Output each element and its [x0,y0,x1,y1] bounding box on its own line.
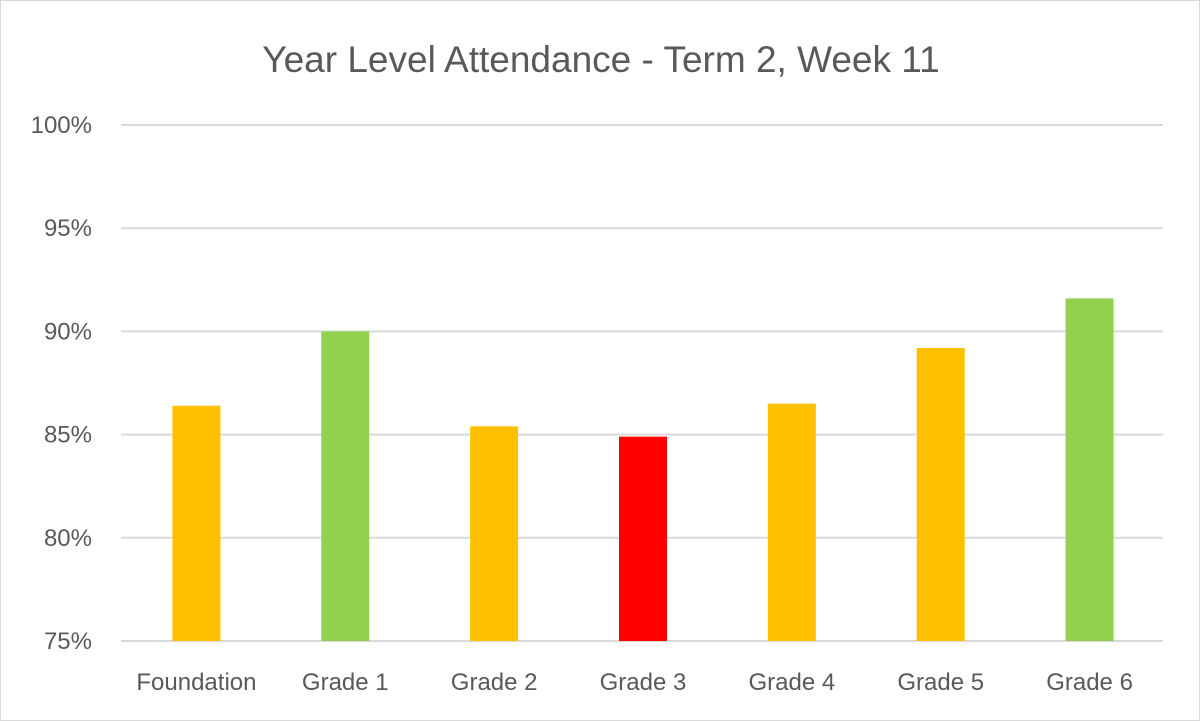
y-axis-tick-labels: 100% 95% 90% 85% 80% 75% [31,112,92,655]
x-category-label: Foundation [136,669,256,696]
bar-grade-6 [1065,298,1114,641]
y-tick-label: 100% [31,112,92,139]
x-category-label: Grade 2 [451,669,538,696]
x-axis-category-labels: Foundation Grade 1 Grade 2 Grade 3 Grade 4 Gr… [136,669,1133,696]
y-tick-label: 80% [44,525,92,552]
bar-grade-1 [321,331,370,641]
y-tick-label: 95% [44,215,92,242]
x-category-label: Grade 4 [748,669,835,696]
bar-foundation [172,405,221,641]
bar-grade-4 [767,403,816,641]
y-tick-label: 75% [44,628,92,655]
chart-title: Year Level Attendance - Term 2, Week 11 [262,39,939,80]
x-category-label: Grade 6 [1046,669,1133,696]
x-category-label: Grade 5 [897,669,984,696]
bar-grade-3 [619,436,667,641]
y-tick-label: 90% [44,318,92,345]
x-category-label: Grade 1 [302,669,389,696]
bars [172,298,1114,641]
bar-grade-2 [470,426,519,641]
y-tick-label: 85% [44,422,92,449]
bar-grade-5 [916,347,965,641]
x-category-label: Grade 3 [600,669,687,696]
